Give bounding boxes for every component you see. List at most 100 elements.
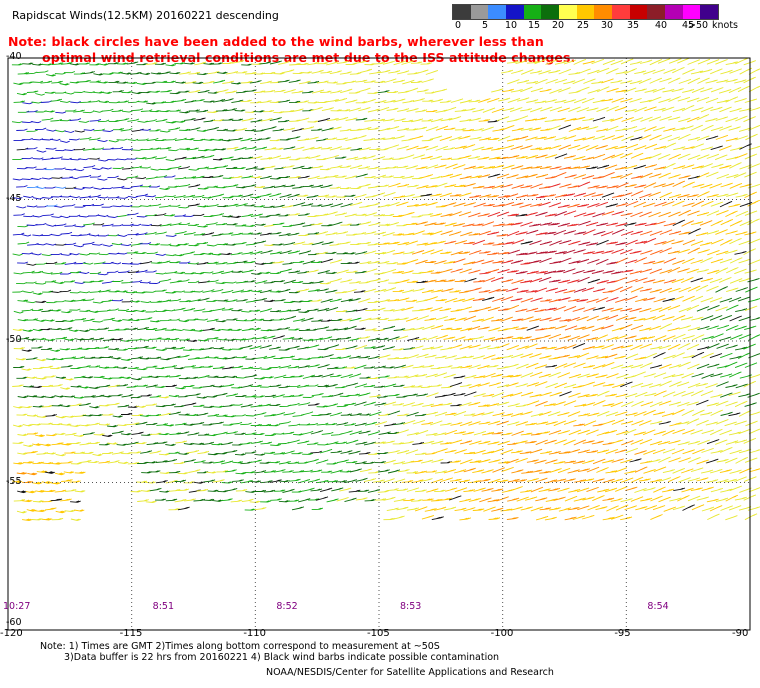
wind-barb [653, 183, 666, 188]
wind-barb [188, 109, 200, 112]
wind-barb [582, 514, 595, 520]
wind-barb [165, 384, 177, 387]
wind-barb [34, 434, 45, 438]
wind-barb [611, 514, 624, 520]
wind-barb [127, 118, 140, 122]
wind-barb [35, 300, 47, 303]
wind-barb [587, 185, 600, 189]
wind-barb [216, 452, 228, 455]
wind-barb [179, 71, 192, 75]
wind-barb [421, 249, 435, 255]
wind-barb [97, 196, 109, 199]
wind-barb [559, 391, 572, 397]
wind-barb [331, 487, 344, 492]
wind-barb [363, 441, 376, 446]
wind-barb [149, 147, 161, 150]
wind-barb [649, 364, 663, 369]
wind-barb [687, 136, 701, 141]
wind-barb [188, 243, 200, 247]
wind-barb [411, 499, 423, 502]
wind-barb [130, 205, 142, 208]
wind-barb [714, 154, 728, 161]
wind-barb [287, 345, 300, 350]
wind-barb [374, 288, 387, 293]
wind-barb [149, 395, 162, 398]
wind-barb [344, 175, 357, 180]
wind-barb [98, 214, 109, 217]
wind-barb [397, 413, 409, 417]
wind-barb [468, 249, 482, 255]
wind-barb [177, 472, 189, 475]
wind-barb [573, 58, 587, 65]
color-scale-label: 40 [655, 20, 668, 31]
wind-barb [653, 145, 667, 150]
wind-barb [289, 384, 301, 388]
wind-barb [355, 251, 368, 255]
wind-barb [354, 422, 367, 427]
wind-barb [254, 240, 267, 244]
wind-barb [700, 183, 713, 189]
wind-barb [596, 185, 608, 189]
wind-barb [667, 304, 681, 311]
wind-barb [500, 183, 513, 189]
wind-barb [297, 346, 309, 350]
wind-barb [479, 271, 492, 275]
wind-barb [278, 441, 290, 445]
wind-barb [59, 348, 71, 351]
wind-barb [516, 155, 528, 159]
wind-barb [260, 156, 272, 160]
wind-barb [272, 128, 285, 132]
wind-barb [711, 163, 724, 169]
wind-barb [289, 158, 301, 161]
wind-barb [98, 63, 109, 66]
wind-barb [307, 175, 320, 180]
wind-barb [663, 222, 676, 227]
wind-barb [174, 328, 185, 331]
wind-barb [591, 58, 604, 65]
wind-barb [241, 213, 254, 218]
wind-barb [481, 221, 495, 227]
wind-barb [55, 453, 66, 457]
wind-barb [74, 205, 86, 208]
wind-barb [653, 335, 667, 341]
wind-barb [329, 298, 342, 303]
wind-barb [374, 80, 386, 83]
wind-barb [416, 184, 429, 189]
wind-barb [564, 344, 577, 350]
wind-barb [79, 195, 92, 199]
wind-barb [479, 497, 492, 503]
wind-barb [311, 128, 323, 131]
wind-barb [363, 98, 376, 104]
wind-barb [282, 224, 294, 227]
wind-barb [89, 310, 100, 313]
wind-barb [545, 287, 559, 292]
wind-barb [272, 335, 285, 340]
wind-barb [73, 356, 86, 360]
wind-barb [83, 128, 95, 131]
wind-barb [121, 358, 132, 361]
wind-barb [710, 68, 723, 75]
wind-barb [633, 127, 647, 132]
wind-barb [677, 495, 690, 502]
wind-barb [282, 165, 295, 169]
wind-barb [367, 91, 379, 94]
wind-barb [407, 336, 420, 341]
wind-barb [197, 89, 210, 94]
wind-barb [319, 412, 332, 416]
wind-barb [137, 499, 149, 502]
wind-barb [250, 480, 262, 483]
wind-barb [164, 214, 176, 217]
wind-barb [701, 352, 714, 359]
wind-barb [231, 82, 242, 85]
wind-barb [596, 258, 609, 265]
wind-barb [406, 411, 419, 417]
wind-barb [226, 318, 238, 321]
wind-barb [430, 230, 443, 236]
wind-barb [302, 374, 316, 379]
wind-barb [179, 299, 191, 303]
wind-barb [298, 213, 310, 216]
wind-barb [22, 329, 33, 332]
wind-barb [473, 449, 486, 455]
wind-barb [130, 165, 143, 169]
wind-barb [111, 243, 123, 246]
